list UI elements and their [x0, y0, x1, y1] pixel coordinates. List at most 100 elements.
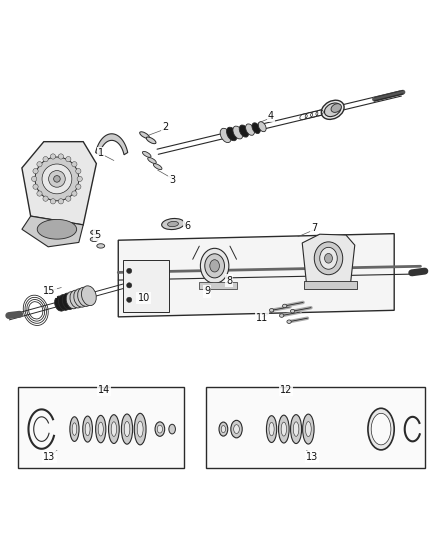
Bar [199, 281, 237, 288]
Ellipse shape [124, 422, 130, 437]
Ellipse shape [320, 247, 337, 269]
Ellipse shape [290, 310, 295, 313]
Text: 15: 15 [43, 286, 56, 296]
Ellipse shape [287, 320, 291, 324]
Ellipse shape [266, 416, 277, 442]
Polygon shape [118, 233, 394, 317]
Circle shape [32, 176, 37, 182]
Text: 5: 5 [94, 230, 100, 240]
Text: 13: 13 [306, 451, 318, 462]
Ellipse shape [231, 421, 242, 438]
Ellipse shape [325, 103, 341, 117]
Ellipse shape [305, 422, 311, 437]
Ellipse shape [55, 296, 66, 311]
Circle shape [43, 157, 48, 162]
Ellipse shape [233, 126, 243, 139]
Circle shape [58, 199, 64, 204]
Circle shape [43, 196, 48, 201]
Circle shape [33, 184, 38, 189]
Ellipse shape [368, 408, 394, 450]
Ellipse shape [325, 254, 332, 263]
Ellipse shape [91, 230, 98, 235]
Bar [123, 260, 169, 312]
Ellipse shape [162, 219, 184, 230]
Ellipse shape [66, 292, 79, 309]
Ellipse shape [269, 422, 274, 436]
Ellipse shape [252, 123, 260, 133]
Ellipse shape [269, 309, 274, 312]
Ellipse shape [35, 157, 79, 201]
Circle shape [37, 161, 42, 167]
Ellipse shape [142, 151, 151, 157]
Circle shape [127, 297, 132, 302]
Ellipse shape [283, 304, 287, 308]
Ellipse shape [98, 422, 103, 436]
Bar [206, 387, 425, 468]
Ellipse shape [281, 422, 286, 436]
Polygon shape [95, 134, 128, 155]
Circle shape [127, 282, 132, 288]
Text: 12: 12 [280, 385, 292, 395]
Text: 11: 11 [256, 313, 268, 323]
Text: 14: 14 [98, 385, 110, 395]
Bar [304, 281, 357, 289]
Text: 3: 3 [169, 175, 175, 185]
Ellipse shape [210, 260, 219, 272]
Circle shape [50, 199, 56, 204]
Circle shape [66, 157, 71, 162]
Ellipse shape [153, 164, 162, 169]
Polygon shape [22, 216, 83, 247]
Ellipse shape [279, 415, 289, 443]
Ellipse shape [155, 422, 165, 437]
Ellipse shape [371, 413, 391, 445]
Ellipse shape [239, 125, 249, 137]
Text: 7: 7 [311, 223, 318, 233]
Circle shape [33, 168, 38, 174]
Text: 1: 1 [98, 149, 104, 158]
Circle shape [127, 268, 132, 273]
Ellipse shape [314, 242, 343, 274]
Text: 4: 4 [268, 111, 274, 122]
Bar [18, 387, 184, 468]
Ellipse shape [219, 422, 228, 436]
Text: 2: 2 [162, 122, 169, 132]
Circle shape [37, 191, 42, 196]
Ellipse shape [62, 293, 74, 310]
Text: 9: 9 [204, 286, 210, 296]
Ellipse shape [140, 132, 149, 139]
Ellipse shape [169, 424, 175, 434]
Ellipse shape [290, 415, 302, 443]
Text: 13: 13 [43, 451, 56, 462]
Ellipse shape [200, 248, 229, 284]
Circle shape [77, 176, 82, 182]
Ellipse shape [220, 128, 231, 142]
Ellipse shape [157, 425, 162, 433]
Ellipse shape [95, 415, 106, 443]
Ellipse shape [137, 421, 143, 437]
Ellipse shape [58, 295, 70, 310]
Ellipse shape [49, 171, 65, 187]
Text: 10: 10 [138, 293, 150, 303]
Ellipse shape [246, 124, 254, 135]
Ellipse shape [85, 423, 90, 435]
Ellipse shape [121, 414, 133, 444]
Ellipse shape [234, 425, 239, 433]
Circle shape [58, 154, 64, 159]
Ellipse shape [81, 286, 96, 305]
Ellipse shape [37, 220, 77, 239]
Ellipse shape [279, 314, 284, 317]
Ellipse shape [42, 164, 72, 194]
Ellipse shape [221, 425, 226, 433]
Circle shape [76, 184, 81, 189]
Ellipse shape [70, 417, 79, 441]
Ellipse shape [111, 422, 117, 437]
Ellipse shape [72, 423, 77, 435]
Ellipse shape [74, 289, 88, 307]
Text: 6: 6 [184, 221, 191, 231]
Ellipse shape [226, 127, 237, 141]
Ellipse shape [258, 122, 266, 132]
Circle shape [72, 161, 77, 167]
Ellipse shape [205, 254, 224, 278]
Ellipse shape [303, 414, 314, 444]
Ellipse shape [54, 175, 60, 182]
